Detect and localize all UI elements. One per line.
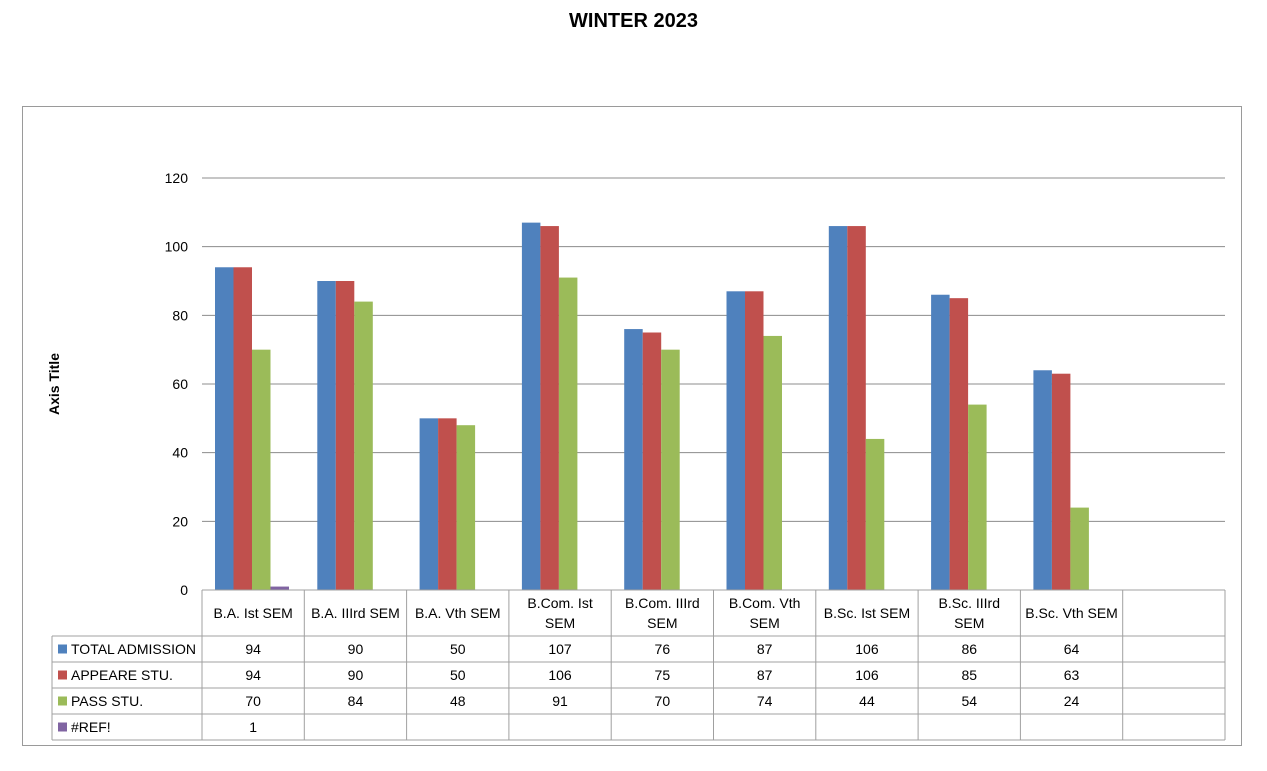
data-table-value: 24 [1064,693,1080,709]
bar-appeare-stu-4 [642,332,662,590]
x-tick-label: SEM [749,615,779,631]
data-table-value: 84 [348,693,364,709]
chart-title: WINTER 2023 [569,10,698,32]
bar-total-admission-7 [931,294,950,590]
x-tick-label: B.Sc. IIIrd [939,595,1000,611]
data-table-value: 63 [1064,667,1080,683]
x-tick-label: B.Com. Vth [729,595,801,611]
x-tick-label: B.Com. Ist [527,595,592,611]
y-tick-label-20: 20 [172,513,188,529]
data-table-value: 76 [655,641,671,657]
bar-pass-stu-3 [558,277,578,590]
x-tick-label: B.A. Vth SEM [415,605,501,621]
bar-appeare-stu-2 [438,418,457,590]
y-tick-label-40: 40 [172,445,188,461]
legend-key-ref [58,722,67,732]
bar-appeare-stu-1 [335,281,355,590]
data-table-value: 91 [552,693,568,709]
data-table-value: 50 [450,667,466,683]
data-table-value: 48 [450,693,466,709]
bar-total-admission-4 [624,329,643,590]
data-table-value: 44 [859,693,875,709]
bar-appeare-stu-3 [540,226,559,591]
y-axis-title: Axis Title [46,353,62,415]
x-tick-label: SEM [545,615,575,631]
data-table-value: 64 [1064,641,1080,657]
bar-total-admission-8 [1033,370,1052,590]
x-tick-label: SEM [954,615,984,631]
x-tick-label: B.A. IIIrd SEM [311,605,400,621]
data-table-value: 87 [757,641,773,657]
bar-pass-stu-2 [456,425,476,590]
x-tick-label: B.A. Ist SEM [213,605,292,621]
bar-pass-stu-4 [661,349,680,590]
bar-total-admission-0 [215,267,234,590]
bar-pass-stu-7 [968,404,987,590]
y-tick-label-0: 0 [180,582,188,598]
data-table-value: 90 [348,667,364,683]
data-table-value: 70 [245,693,261,709]
data-table-value: 90 [348,641,364,657]
data-table-value: 85 [961,667,977,683]
bar-ref-0 [270,586,289,590]
bar-total-admission-3 [521,222,541,590]
chart-area: 0 20 40 60 80 100 120 Axis Title B.A. Ist SEM B.A… [22,106,1242,746]
bar-pass-stu-1 [354,301,373,590]
legend-label: APPEARE STU. [71,667,173,683]
data-table-value: 94 [245,667,261,683]
bar-appeare-stu-6 [847,226,866,591]
bar-appeare-stu-0 [233,267,252,590]
bar-appeare-stu-8 [1051,373,1071,590]
bar-total-admission-6 [828,226,848,591]
bar-appeare-stu-7 [949,298,969,590]
bar-pass-stu-8 [1070,507,1089,590]
bar-total-admission-2 [419,418,439,590]
data-table-value: 87 [757,667,773,683]
y-tick-label-80: 80 [172,307,188,323]
legend-key-appeare-stu [58,670,67,680]
bar-chart: 0 20 40 60 80 100 120 Axis Title B.A. Ist SEM B.A… [46,170,1226,741]
bar-pass-stu-5 [763,335,782,590]
data-table-value: 94 [245,641,261,657]
data-table-value: 75 [655,667,671,683]
data-table-value: 106 [855,667,879,683]
x-tick-label: B.Com. IIIrd [625,595,700,611]
x-tick-label: B.Sc. Ist SEM [824,605,910,621]
legend-label: #REF! [71,719,111,735]
data-table-value: 1 [249,719,257,735]
bar-appeare-stu-5 [745,291,764,590]
bar-total-admission-5 [726,291,745,590]
x-tick-label: SEM [647,615,677,631]
data-table-value: 54 [961,693,977,709]
legend-label: PASS STU. [71,693,143,709]
y-tick-label-60: 60 [172,376,188,392]
data-table-value: 106 [855,641,879,657]
data-table-value: 50 [450,641,466,657]
x-tick-label: B.Sc. Vth SEM [1025,605,1118,621]
y-tick-label-120: 120 [165,170,189,186]
y-tick-label-100: 100 [165,239,189,255]
data-table-value: 70 [655,693,671,709]
bar-pass-stu-0 [252,349,271,590]
data-table-value: 107 [548,641,572,657]
legend-key-total-admission [58,644,67,654]
data-table-value: 106 [548,667,572,683]
bar-total-admission-1 [317,281,336,590]
data-table-value: 74 [757,693,773,709]
legend-label: TOTAL ADMISSION [71,641,196,657]
data-table-value: 86 [961,641,977,657]
legend-key-pass-stu [58,696,67,706]
bar-pass-stu-6 [865,438,885,590]
